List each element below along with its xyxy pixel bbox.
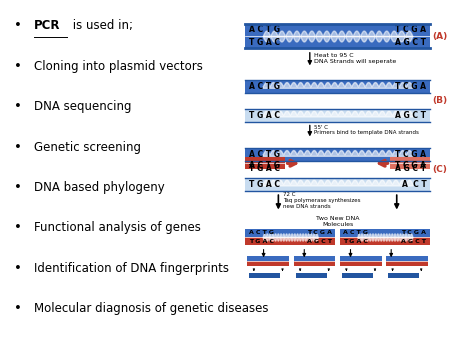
Text: A C T G: A C T G [248, 82, 279, 91]
Bar [402, 273, 419, 278]
Bar [296, 273, 312, 278]
Bar [340, 237, 430, 245]
Text: T G A C: T G A C [248, 239, 274, 244]
Text: T C G A: T C G A [396, 82, 427, 91]
Text: (B): (B) [432, 96, 447, 105]
Text: 72 C
Taq polymerase synthesizes
new DNA strands: 72 C Taq polymerase synthesizes new DNA … [283, 192, 360, 209]
Text: T C G A: T C G A [396, 25, 427, 34]
Text: DNA based phylogeny: DNA based phylogeny [34, 181, 164, 194]
Text: A C T G: A C T G [343, 231, 368, 236]
Bar [245, 24, 430, 36]
Text: A C T G: A C T G [248, 150, 279, 159]
Text: DNA sequencing: DNA sequencing [34, 100, 131, 113]
Text: A  C T: A C T [402, 180, 427, 189]
Bar [245, 158, 285, 169]
Text: •: • [14, 181, 22, 194]
Bar [249, 273, 266, 278]
Bar [356, 273, 373, 278]
Text: T C G A: T C G A [396, 161, 427, 170]
Text: Cloning into plasmid vectors: Cloning into plasmid vectors [34, 60, 202, 73]
Text: •: • [14, 60, 22, 73]
Text: T C G A: T C G A [401, 231, 427, 236]
Text: T C G A: T C G A [396, 150, 427, 159]
Bar [248, 261, 289, 266]
Bar [293, 261, 335, 266]
Bar [388, 273, 405, 278]
Bar [245, 109, 430, 122]
Bar [340, 229, 430, 237]
Bar [310, 273, 327, 278]
Text: (A): (A) [432, 31, 447, 41]
Text: T G A C: T G A C [248, 111, 279, 120]
Text: Molecular diagnosis of genetic diseases: Molecular diagnosis of genetic diseases [34, 302, 268, 315]
Text: A G C T: A G C T [401, 239, 427, 244]
Text: Identification of DNA fingerprints: Identification of DNA fingerprints [34, 262, 229, 275]
Text: •: • [14, 20, 22, 32]
Text: T G A C: T G A C [343, 239, 368, 244]
Text: A C T G: A C T G [248, 161, 279, 170]
Text: •: • [14, 100, 22, 113]
Text: A C T G: A C T G [248, 231, 274, 236]
Text: Genetic screening: Genetic screening [34, 141, 141, 153]
Text: Two New DNA
Molecules: Two New DNA Molecules [316, 216, 359, 227]
Text: A G C T: A G C T [396, 164, 427, 173]
Bar [245, 148, 430, 161]
Text: Functional analysis of genes: Functional analysis of genes [34, 221, 201, 235]
Text: A G C T: A G C T [396, 111, 427, 120]
Bar [245, 229, 335, 237]
Text: A C T G: A C T G [248, 25, 279, 34]
Text: (C): (C) [432, 165, 447, 174]
Text: Heat to 95 C
DNA Strands will seperate: Heat to 95 C DNA Strands will seperate [314, 53, 396, 64]
Bar [391, 158, 430, 169]
Bar [245, 80, 430, 93]
Bar [293, 256, 335, 261]
Text: is used in;: is used in; [69, 20, 133, 32]
Text: T G A C: T G A C [248, 164, 279, 173]
Bar [245, 178, 430, 191]
Bar [245, 36, 430, 48]
Bar [248, 256, 289, 261]
Text: T G A C: T G A C [248, 180, 279, 189]
Bar [264, 273, 280, 278]
Text: 55' C
Primers bind to template DNA strands: 55' C Primers bind to template DNA stran… [314, 125, 419, 135]
Text: •: • [14, 141, 22, 153]
Text: T C G A: T C G A [307, 231, 332, 236]
Bar [342, 273, 359, 278]
Text: •: • [14, 262, 22, 275]
Text: •: • [14, 302, 22, 315]
Text: T G A C: T G A C [248, 38, 279, 47]
Bar [340, 261, 382, 266]
Text: A G C T: A G C T [396, 38, 427, 47]
Bar [340, 256, 382, 261]
Text: •: • [14, 221, 22, 235]
Text: A G C T: A G C T [307, 239, 332, 244]
Bar [245, 237, 335, 245]
Bar [386, 256, 428, 261]
Bar [386, 261, 428, 266]
Text: PCR: PCR [34, 20, 60, 32]
